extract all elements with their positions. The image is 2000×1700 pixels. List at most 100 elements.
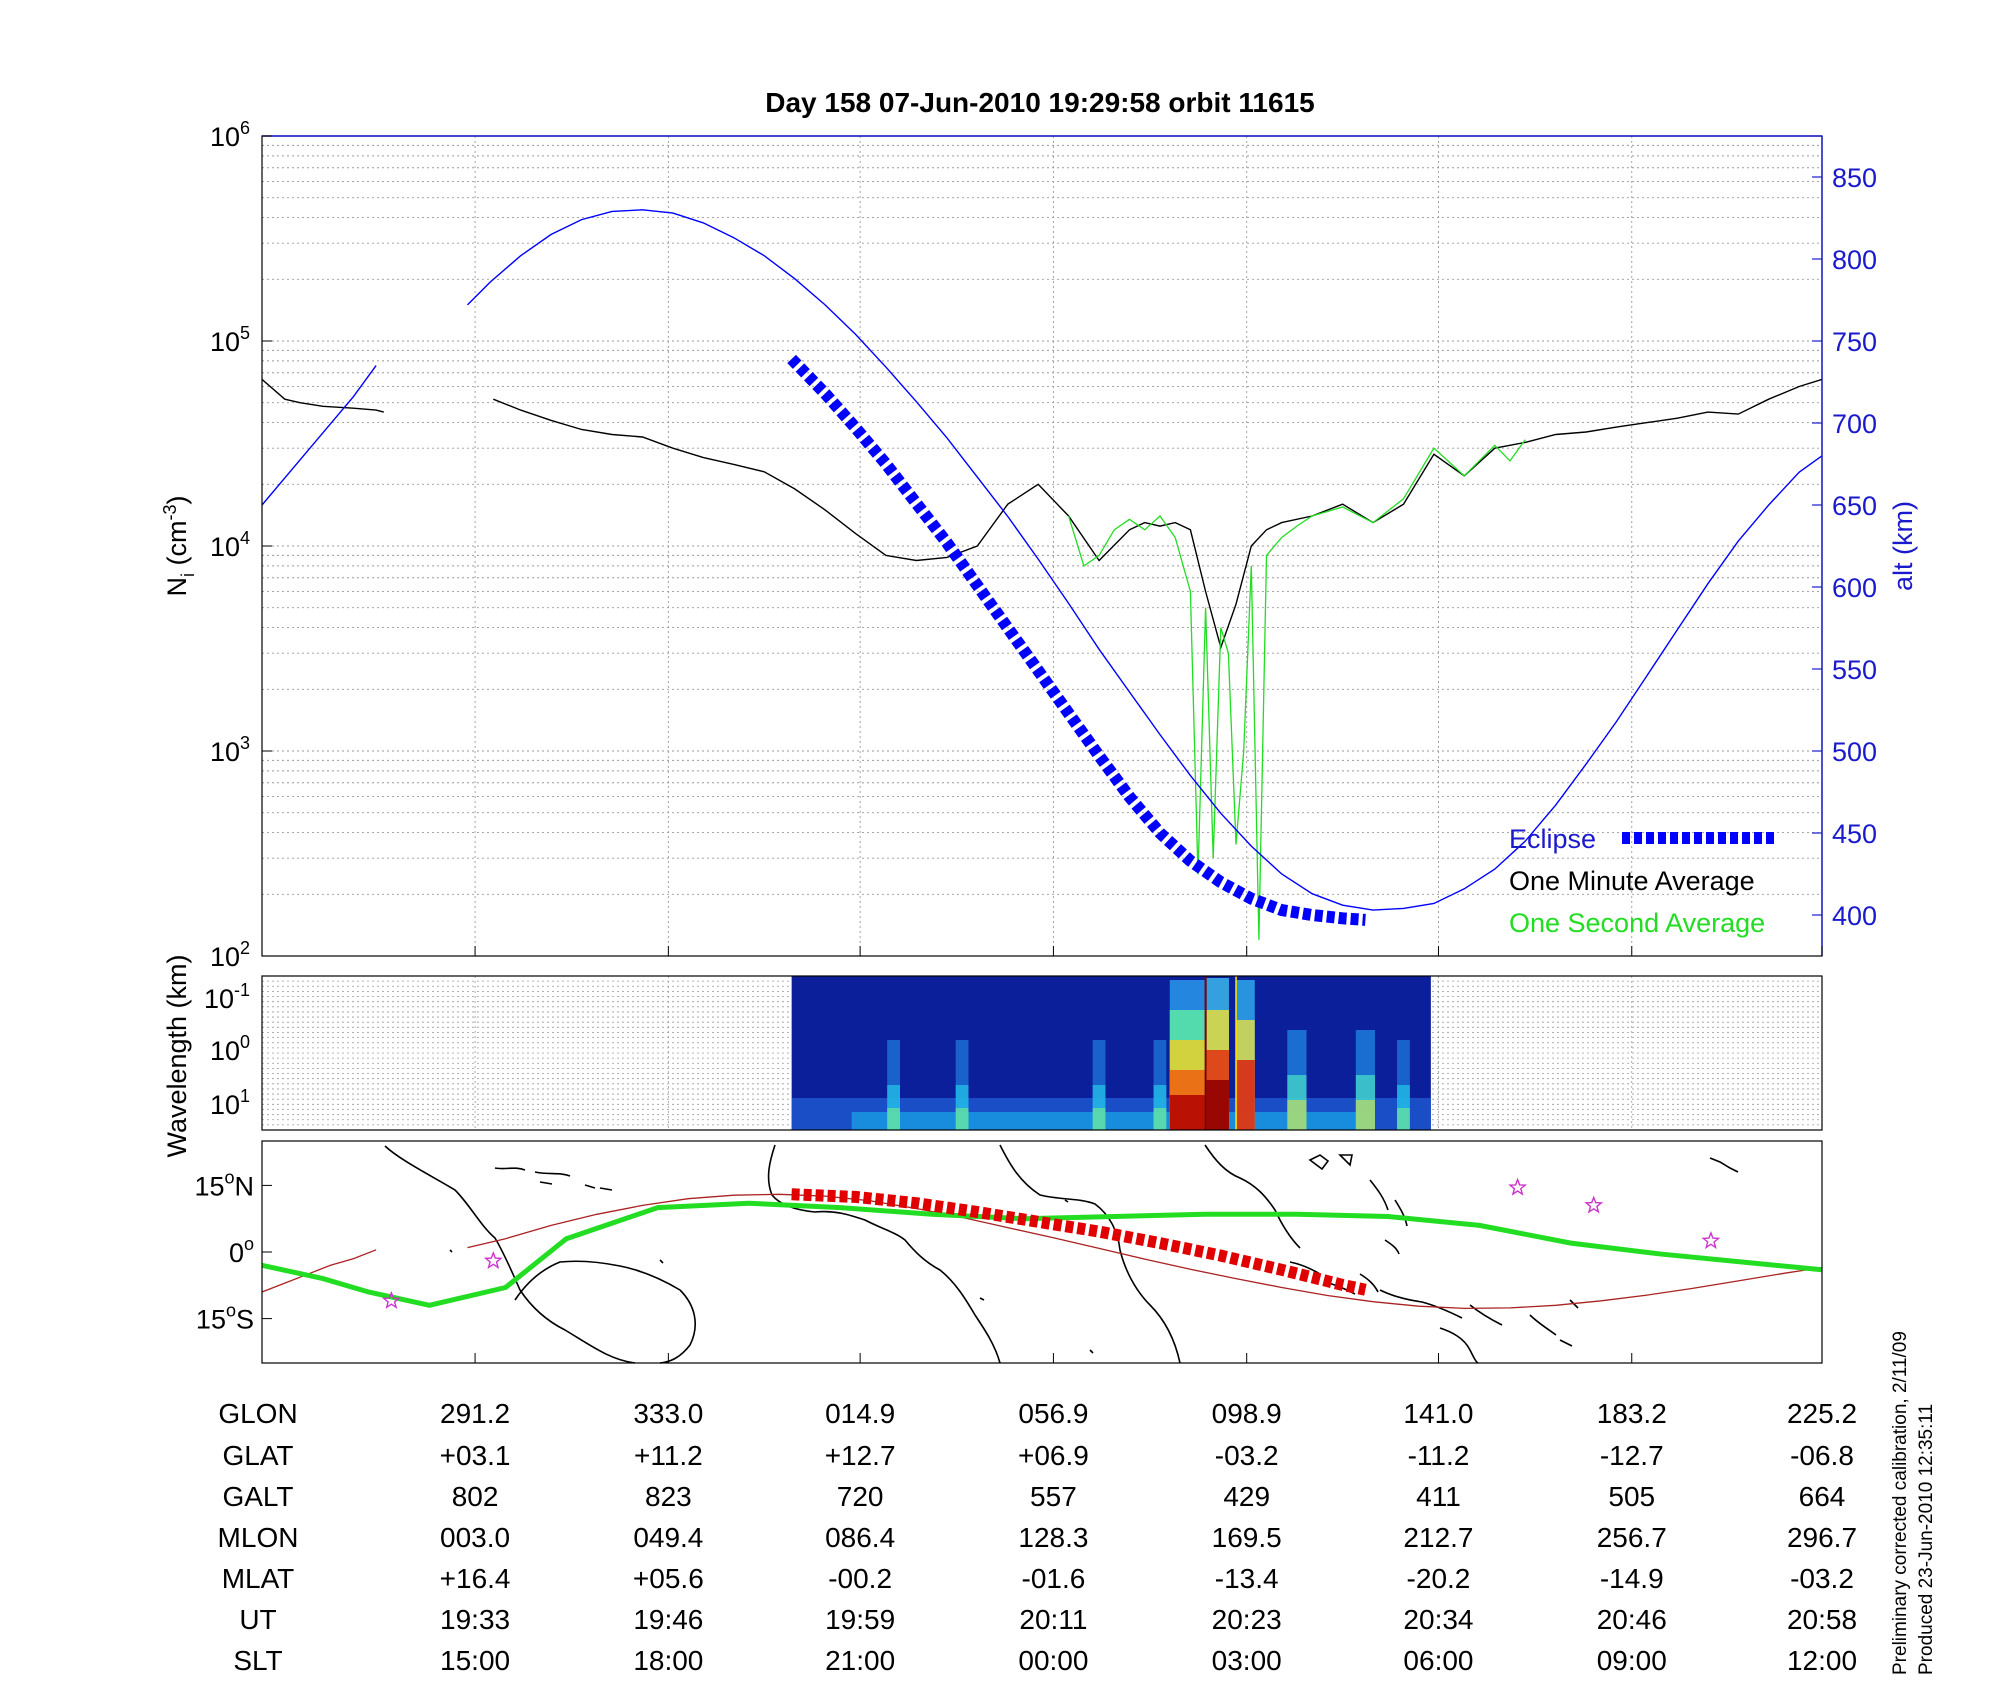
table-cell: 256.7 <box>1597 1522 1667 1553</box>
table-cell: 19:59 <box>825 1604 895 1635</box>
spectrogram-y-tick: 10-1 <box>204 980 250 1014</box>
eclipse-line <box>787 354 1366 926</box>
table-cell: 823 <box>645 1481 692 1512</box>
spectrogram-cell <box>1355 1100 1376 1130</box>
lat-number: 15 <box>196 1305 226 1335</box>
table-cell: 09:00 <box>1597 1645 1667 1676</box>
lat-degree: o <box>224 1167 234 1187</box>
star-marker <box>1508 1177 1528 1196</box>
tick-base: 10 <box>210 1090 240 1120</box>
table-cell: 21:00 <box>825 1645 895 1676</box>
spectrogram-y-tick: 100 <box>210 1032 250 1066</box>
spectrogram-cell <box>1092 1108 1106 1130</box>
star-marker <box>1701 1230 1721 1250</box>
produced-note: Produced 23-Jun-2010 12:35:11 <box>1916 1404 1937 1675</box>
table-cell: 049.4 <box>633 1522 703 1553</box>
table-row-label: SLT <box>233 1645 282 1676</box>
table-cell: 098.9 <box>1212 1398 1282 1429</box>
data-table: GLON GLAT GALT MLON MLAT UT SLT 291.2 +03.1 802 00… <box>218 1398 1857 1676</box>
y-tick-label-right: 800 <box>1832 245 1877 275</box>
legend: Eclipse One Minute Average One Second Av… <box>1509 824 1776 938</box>
legend-one-second-label: One Second Average <box>1509 908 1765 938</box>
table-cell: +12.7 <box>825 1440 896 1471</box>
geographic-track-line <box>261 1193 1823 1310</box>
table-cell: 03:00 <box>1212 1645 1282 1676</box>
y-tick-label-right: 450 <box>1832 819 1877 849</box>
table-cell: 429 <box>1223 1481 1270 1512</box>
table-cell: -00.2 <box>828 1563 892 1594</box>
tick-base: 10 <box>210 122 240 152</box>
y-tick-label-right: 750 <box>1832 327 1877 357</box>
table-row-label: UT <box>239 1604 276 1635</box>
table-cell: 128.3 <box>1018 1522 1088 1553</box>
table-cell: 20:58 <box>1787 1604 1857 1635</box>
map-y-tick-label: 15oN <box>194 1167 254 1201</box>
table-cell: 20:23 <box>1212 1604 1282 1635</box>
tick-base: 10 <box>210 532 240 562</box>
y-tick-label-left: 103 <box>210 733 250 767</box>
tick-exp: 2 <box>240 938 250 958</box>
spectrogram-cell <box>1235 1060 1255 1130</box>
table-cell: 411 <box>1416 1481 1461 1512</box>
table-cell: +05.6 <box>633 1563 704 1594</box>
table-cell: 557 <box>1030 1481 1077 1512</box>
map-y-tick-label: 0o <box>229 1234 254 1268</box>
legend-one-minute-label: One Minute Average <box>1509 866 1755 896</box>
one-minute-line <box>261 378 1823 650</box>
table-cell: +11.2 <box>634 1440 703 1471</box>
tick-exp: 1 <box>240 1086 250 1106</box>
y-tick-label-left: 106 <box>210 118 250 152</box>
table-cell: -03.2 <box>1790 1563 1854 1594</box>
table-cell: 056.9 <box>1018 1398 1088 1429</box>
chart-title: Day 158 07-Jun-2010 19:29:58 orbit 11615 <box>765 87 1314 118</box>
tick-exp: 5 <box>240 323 250 343</box>
table-cell: 00:00 <box>1018 1645 1088 1676</box>
table-row-label: MLON <box>218 1522 299 1553</box>
map-y-tick-label: 15oS <box>196 1301 254 1335</box>
spectrogram-y-label: Wavelength (km) <box>162 954 192 1157</box>
y-tick-label-left: 102 <box>210 938 250 972</box>
table-cell: 505 <box>1608 1481 1655 1512</box>
tick-exp: 6 <box>240 118 250 138</box>
table-cell: +06.9 <box>1018 1440 1089 1471</box>
star-marker <box>1584 1195 1604 1214</box>
table-cell: 06:00 <box>1403 1645 1473 1676</box>
spectrogram-cell <box>887 1108 901 1130</box>
ylabel-unit-open: (cm <box>162 521 192 573</box>
table-cell: +16.4 <box>440 1563 511 1594</box>
table-cell: 014.9 <box>825 1398 895 1429</box>
table-row-label: GLON <box>218 1398 297 1429</box>
tick-base: 10 <box>204 984 234 1014</box>
altitude-line <box>261 209 1823 911</box>
lat-number: 15 <box>194 1171 224 1201</box>
spectrogram-cell <box>1287 1100 1307 1130</box>
table-cell: 086.4 <box>825 1522 895 1553</box>
table-cell: 15:00 <box>440 1645 510 1676</box>
table-cell: 296.7 <box>1787 1522 1857 1553</box>
table-cell: 20:34 <box>1403 1604 1473 1635</box>
table-cell: 212.7 <box>1403 1522 1473 1553</box>
star-marker <box>381 1290 401 1309</box>
y-tick-label-right: 500 <box>1832 737 1877 767</box>
y-tick-label-right: 600 <box>1832 573 1877 603</box>
y-tick-label-left: 104 <box>210 528 250 562</box>
lat-degree: o <box>226 1301 236 1321</box>
tick-base: 10 <box>210 1036 240 1066</box>
spectrogram-cell <box>955 1108 969 1130</box>
spectrogram-cell <box>1397 1108 1410 1130</box>
y-tick-label-right: 650 <box>1832 491 1877 521</box>
table-cell: 802 <box>452 1481 499 1512</box>
table-cell: 20:11 <box>1019 1604 1087 1635</box>
spectrogram-cell <box>1153 1108 1167 1130</box>
tick-exp: 0 <box>240 1032 250 1052</box>
spectrogram-y-tick: 101 <box>210 1086 250 1120</box>
table-cell: 291.2 <box>440 1398 510 1429</box>
table-cell: 12:00 <box>1787 1645 1857 1676</box>
table-cell: 003.0 <box>440 1522 510 1553</box>
table-cell: -01.6 <box>1022 1563 1086 1594</box>
tick-base: 10 <box>210 942 240 972</box>
table-cell: -12.7 <box>1600 1440 1664 1471</box>
lat-hemisphere: S <box>236 1305 254 1335</box>
